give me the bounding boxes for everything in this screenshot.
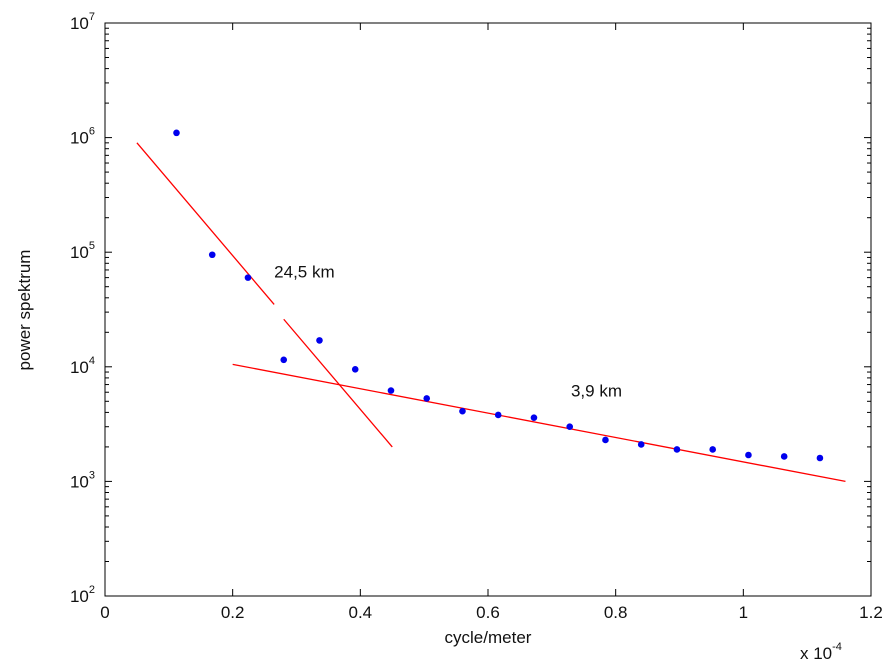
x-tick-labels: 0 0.2 0.4 0.6 0.8 1 1.2: [100, 603, 883, 622]
data-point: [423, 395, 431, 402]
y-tick-base: 10: [70, 587, 89, 606]
x-tick-label: 0.8: [604, 603, 628, 622]
y-axis-label: power spektrum: [15, 250, 34, 371]
x-multiplier-label: x 10-4: [800, 641, 842, 663]
x-tick-label: 0: [100, 603, 109, 622]
y-tick-base: 10: [70, 472, 89, 491]
y-tick-exponent: 7: [89, 11, 95, 23]
x-axis-label: cycle/meter: [445, 628, 532, 647]
data-point: [459, 407, 466, 415]
y-tick-exponent: 6: [89, 126, 95, 138]
plot-background: [104, 22, 872, 597]
x-tick-label: 0.2: [221, 603, 245, 622]
data-point: [244, 274, 252, 281]
data-point: [173, 129, 180, 137]
data-point: [816, 454, 824, 462]
data-point: [637, 441, 645, 448]
y-tick-base: 10: [70, 14, 89, 33]
data-point: [351, 366, 359, 373]
y-tick-base: 10: [70, 243, 89, 262]
x-tick-label: 1.2: [859, 603, 883, 622]
x-tick-label: 0.4: [349, 603, 373, 622]
fit-line: [283, 318, 393, 448]
y-tick-label: 107: [70, 11, 95, 33]
y-tick-label: 103: [70, 469, 95, 491]
data-point: [602, 436, 609, 444]
x-multiplier-base: x 10: [800, 644, 832, 663]
y-tick-base: 10: [70, 129, 89, 148]
y-tick-label: 106: [70, 126, 95, 148]
data-point: [387, 387, 395, 394]
y-tick-label: 102: [70, 584, 95, 606]
y-tick-exponent: 4: [89, 355, 95, 367]
axis-ticks: [104, 22, 872, 597]
data-points: [173, 129, 824, 462]
x-tick-label: 0.6: [476, 603, 500, 622]
annotations: 24,5 km 3,9 km: [274, 263, 622, 401]
y-tick-label: 104: [70, 355, 95, 377]
y-tick-base: 10: [70, 358, 89, 377]
y-tick-exponent: 2: [89, 584, 95, 596]
data-point: [208, 251, 216, 259]
data-point: [566, 423, 574, 431]
x-multiplier-exponent: -4: [832, 641, 842, 653]
data-point: [709, 446, 716, 453]
y-tick-label: 105: [70, 240, 95, 262]
data-point: [745, 451, 752, 459]
data-point: [280, 356, 288, 364]
y-tick-exponent: 3: [89, 469, 95, 481]
x-tick-label: 1: [739, 603, 748, 622]
annotation-label: 24,5 km: [274, 263, 334, 282]
data-point: [673, 446, 681, 453]
fit-line: [232, 363, 846, 483]
data-point: [530, 414, 538, 421]
data-point: [494, 411, 502, 419]
data-point: [316, 337, 323, 344]
annotation-label: 3,9 km: [571, 382, 622, 401]
y-tick-exponent: 5: [89, 240, 95, 252]
data-point: [780, 453, 788, 460]
